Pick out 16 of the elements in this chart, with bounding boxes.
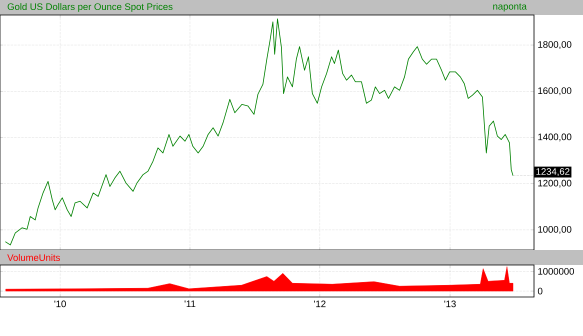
y-tick-label: 1200,00 (538, 180, 572, 188)
chart-title: VolumeUnits (7, 254, 60, 261)
y-tick-label: 1000000 (538, 268, 574, 275)
y-tick-label: 1600,00 (538, 87, 572, 96)
chart-title: Gold US Dollars per Ounce Spot Prices (8, 3, 173, 12)
x-tick-label: '10 (54, 300, 66, 308)
y-tick-label: 1400,00 (538, 134, 572, 142)
annotation: 1234,62 (536, 168, 570, 176)
y-tick-label: 1000,00 (538, 226, 572, 234)
line-series (4, 18, 514, 246)
chart-subtitle: naponta (493, 3, 527, 12)
x-tick-label: '11 (184, 300, 196, 308)
x-tick-label: '13 (444, 300, 456, 308)
y-tick-label: 1800,00 (538, 41, 572, 49)
x-tick-label: '12 (314, 300, 326, 308)
y-tick-label: 0 (538, 288, 542, 294)
